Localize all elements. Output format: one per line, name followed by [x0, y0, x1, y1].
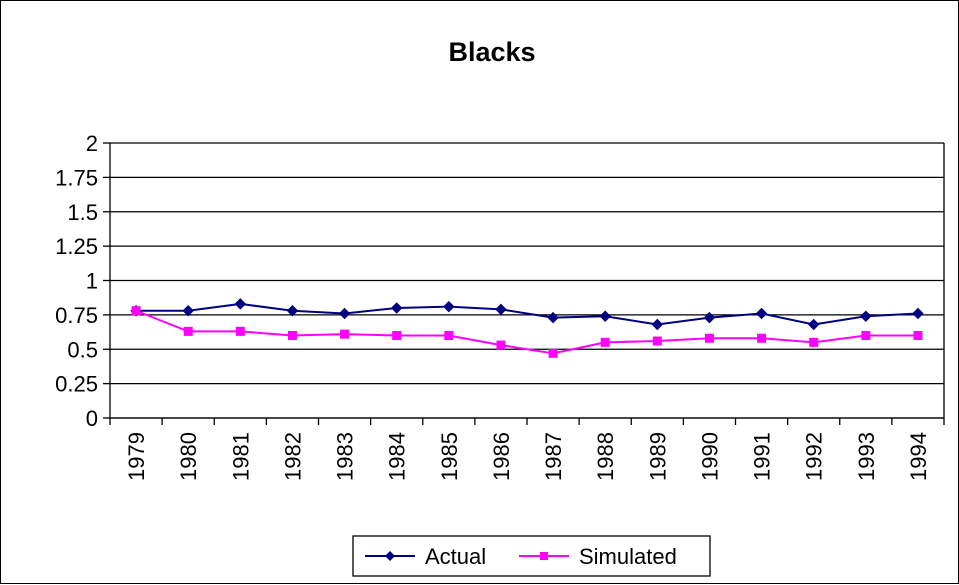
- data-point-actual: [182, 305, 194, 317]
- series-line-actual: [136, 302, 918, 326]
- x-tick-label: 1988: [593, 432, 618, 481]
- x-tick-label: 1980: [176, 432, 201, 481]
- data-point-actual: [495, 303, 507, 316]
- series-line-simulated: [135, 309, 918, 355]
- x-tick-label: 1984: [385, 432, 410, 481]
- data-point-actual: [912, 307, 924, 320]
- x-tick-label: 1987: [541, 432, 566, 481]
- grid-layer: [110, 142, 944, 419]
- x-tick-label: 1992: [802, 432, 827, 481]
- data-point-simulated: [340, 329, 350, 339]
- data-point-simulated: [652, 336, 662, 346]
- data-point-simulated: [809, 337, 819, 347]
- data-point-actual: [443, 300, 455, 313]
- data-point-actual: [390, 302, 403, 314]
- y-tick-label: 1.5: [67, 200, 98, 225]
- legend: Actual Simulated: [352, 535, 711, 577]
- y-tick-label: 1.75: [55, 165, 98, 190]
- y-tick-label: 0.25: [55, 372, 98, 397]
- data-point-simulated: [861, 331, 871, 340]
- legend-label-actual: Actual: [425, 544, 486, 569]
- y-tick-label: 0.75: [55, 303, 98, 328]
- data-point-actual: [338, 307, 351, 320]
- data-point-simulated: [131, 306, 141, 316]
- data-point-simulated: [392, 331, 402, 340]
- data-point-simulated: [496, 340, 506, 350]
- x-tick-label: 1986: [489, 432, 514, 481]
- x-tick-label: 1994: [906, 432, 931, 481]
- data-point-actual: [703, 311, 716, 324]
- data-point-actual: [547, 311, 559, 324]
- data-point-actual: [755, 307, 768, 320]
- x-tick-label: 1983: [333, 432, 358, 481]
- data-point-simulated: [548, 348, 558, 358]
- x-tick-label: 1989: [645, 432, 670, 481]
- y-tick-label: 2: [86, 131, 98, 156]
- y-tick-label: 1: [86, 269, 98, 294]
- y-tick-label: 0.5: [67, 337, 98, 362]
- data-point-simulated: [444, 331, 454, 340]
- data-point-simulated: [183, 326, 193, 336]
- data-point-simulated: [757, 333, 767, 343]
- x-tick-label: 1990: [697, 432, 722, 481]
- data-point-actual: [286, 305, 299, 317]
- data-point-actual: [860, 310, 872, 322]
- chart-title: Blacks: [448, 37, 535, 67]
- data-point-actual: [807, 318, 820, 331]
- data-point-simulated: [600, 337, 610, 347]
- y-tick-label: 1.25: [55, 234, 98, 259]
- data-point-simulated: [287, 331, 297, 340]
- legend-marker-actual: [385, 551, 395, 561]
- series-layer: [130, 298, 924, 358]
- x-tick-label: 1991: [750, 432, 775, 481]
- data-point-simulated: [913, 331, 923, 340]
- x-tick-label: 1982: [280, 432, 305, 481]
- legend-label-simulated: Simulated: [579, 544, 677, 569]
- data-point-actual: [599, 310, 611, 322]
- x-tick-label: 1981: [228, 432, 253, 481]
- data-point-actual: [234, 298, 247, 310]
- data-point-simulated: [235, 326, 245, 336]
- legend-marker-simulated: [540, 552, 548, 560]
- data-point-simulated: [704, 333, 714, 343]
- y-tick-label: 0: [86, 406, 98, 431]
- data-point-actual: [651, 318, 664, 331]
- x-tick-label: 1985: [437, 432, 462, 481]
- x-tick-label: 1979: [124, 432, 149, 481]
- x-tick-label: 1993: [854, 432, 879, 481]
- axis-layer: 0 0.25 0.5 0.75 1 1.25 1.5 1.75 2 1979 1980 1981 198…: [55, 131, 945, 481]
